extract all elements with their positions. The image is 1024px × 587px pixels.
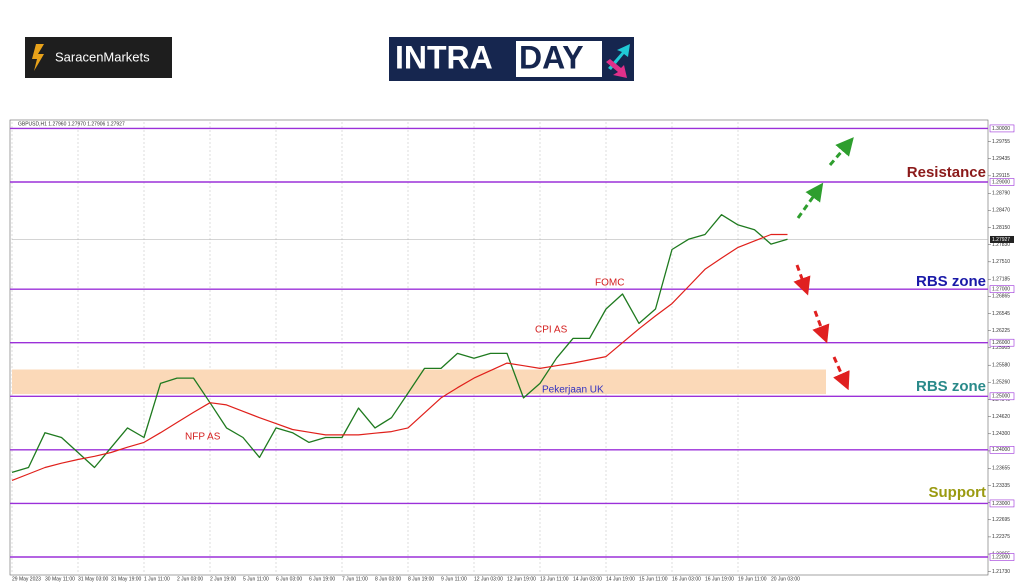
x-tick-label: 29 May 2023 bbox=[12, 576, 41, 582]
banner-part: INTRA bbox=[395, 39, 493, 75]
level-label-box bbox=[989, 124, 1015, 133]
series-line bbox=[11, 233, 788, 481]
x-tick-label: 14 Jun 19:00 bbox=[606, 576, 635, 582]
y-tick-label: 1.24620 bbox=[992, 414, 1010, 420]
zone-label: Support bbox=[929, 484, 987, 501]
plot bbox=[10, 122, 991, 572]
annotation: Pekerjaan UK bbox=[542, 385, 604, 396]
y-tick-label: 1.27510 bbox=[992, 259, 1010, 265]
zone-band bbox=[12, 369, 826, 395]
y-tick-label: 1.29115 bbox=[992, 173, 1010, 179]
y-tick-label: 1.22375 bbox=[992, 534, 1010, 540]
x-tick-label: 31 May 03:00 bbox=[78, 576, 109, 582]
brand-name: SaracenMarkets bbox=[55, 49, 150, 64]
level-label: 1.24000 bbox=[992, 447, 1010, 453]
y-tick-label: 1.25905 bbox=[992, 345, 1010, 351]
x-tick-label: 1 Jun 11:00 bbox=[144, 576, 170, 582]
y-tick-label: 1.24300 bbox=[992, 431, 1010, 437]
x-tick-label: 8 Jun 19:00 bbox=[408, 576, 434, 582]
level-label: 1.29000 bbox=[992, 179, 1010, 185]
x-tick-label: 31 May 19:00 bbox=[111, 576, 142, 582]
zone-label: RBS zone bbox=[916, 378, 986, 395]
brand-logo: SaracenMarkets bbox=[25, 37, 172, 78]
x-tick-label: 6 Jun 03:00 bbox=[276, 576, 302, 582]
symbol-info: GBPUSD,H1 1.27960 1.27970 1.27906 1.2792… bbox=[18, 121, 125, 127]
y-tick-label: 1.29755 bbox=[992, 139, 1010, 145]
zone-label: RBS zone bbox=[916, 273, 986, 290]
y-tick-label: 1.26545 bbox=[992, 311, 1010, 317]
forecast-arrows bbox=[793, 137, 854, 391]
banner-logo: INTRA DAY bbox=[389, 37, 634, 81]
y-tick-label: 1.28790 bbox=[992, 191, 1010, 197]
x-tick-label: 16 Jun 03:00 bbox=[672, 576, 701, 582]
y-tick-label: 1.27185 bbox=[992, 277, 1010, 283]
annotation: CPI AS bbox=[535, 325, 568, 336]
x-tick-label: 16 Jun 19:00 bbox=[705, 576, 734, 582]
x-tick-label: 12 Jun 03:00 bbox=[474, 576, 503, 582]
level-label-box bbox=[989, 553, 1015, 561]
x-tick-label: 7 Jun 11:00 bbox=[342, 576, 368, 582]
annotation: NFP AS bbox=[185, 432, 221, 443]
level-label: 1.27000 bbox=[992, 286, 1010, 292]
x-tick-label: 20 Jun 03:00 bbox=[771, 576, 800, 582]
x-tick-label: 2 Jun 03:00 bbox=[177, 576, 203, 582]
x-tick-label: 13 Jun 11:00 bbox=[540, 576, 569, 582]
x-tick-label: 14 Jun 03:00 bbox=[573, 576, 602, 582]
y-tick-label: 1.28470 bbox=[992, 208, 1010, 214]
up-arrow bbox=[796, 182, 824, 219]
level-label-box bbox=[989, 446, 1015, 454]
x-tick-label: 9 Jun 11:00 bbox=[441, 576, 467, 582]
level-label-box bbox=[989, 338, 1015, 347]
level-label: 1.26000 bbox=[992, 340, 1010, 346]
x-tick-label: 8 Jun 03:00 bbox=[375, 576, 401, 582]
y-tick-label: 1.26865 bbox=[992, 294, 1010, 300]
level-label-box bbox=[989, 392, 1015, 401]
y-tick-label: 1.22695 bbox=[992, 517, 1010, 523]
y-tick-label: 1.26225 bbox=[992, 328, 1010, 334]
level-label-box bbox=[989, 499, 1015, 508]
down-arrow bbox=[812, 310, 830, 344]
x-tick-label: 15 Jun 11:00 bbox=[639, 576, 668, 582]
x-tick-label: 6 Jun 19:00 bbox=[309, 576, 335, 582]
current-price-box bbox=[990, 235, 1014, 243]
y-tick-label: 1.27830 bbox=[992, 242, 1010, 248]
level-label: 1.25000 bbox=[992, 394, 1010, 400]
level-label-box bbox=[989, 285, 1015, 293]
down-arrow bbox=[832, 356, 850, 391]
x-tick-label: 30 May 11:00 bbox=[45, 576, 75, 582]
level-label: 1.22000 bbox=[992, 554, 1010, 560]
up-arrow bbox=[828, 137, 854, 166]
current-price-label: 1.27927 bbox=[992, 237, 1010, 243]
y-tick-label: 1.28150 bbox=[992, 225, 1010, 231]
annotation: FOMC bbox=[595, 278, 624, 289]
y-tick-label: 1.25260 bbox=[992, 380, 1010, 386]
y-tick-label: 1.21730 bbox=[992, 569, 1010, 575]
y-tick-label: 1.29435 bbox=[992, 156, 1010, 162]
series-line bbox=[11, 214, 788, 474]
x-tick-label: 2 Jun 19:00 bbox=[210, 576, 236, 582]
level-label: 1.30000 bbox=[992, 126, 1010, 132]
x-tick-label: 12 Jun 19:00 bbox=[507, 576, 536, 582]
level-label-box bbox=[989, 178, 1015, 186]
y-tick-label: 1.23335 bbox=[992, 483, 1010, 489]
plot-frame bbox=[9, 119, 989, 576]
y-tick-label: 1.23655 bbox=[992, 466, 1010, 472]
x-tick-label: 19 Jun 11:00 bbox=[738, 576, 767, 582]
y-tick-label: 1.25580 bbox=[992, 363, 1010, 369]
zone-label: Resistance bbox=[907, 164, 986, 181]
level-label: 1.23000 bbox=[992, 501, 1010, 507]
down-arrow bbox=[793, 264, 811, 296]
x-tick-label: 5 Jun 11:00 bbox=[243, 576, 269, 582]
banner-part: DAY bbox=[519, 39, 584, 75]
